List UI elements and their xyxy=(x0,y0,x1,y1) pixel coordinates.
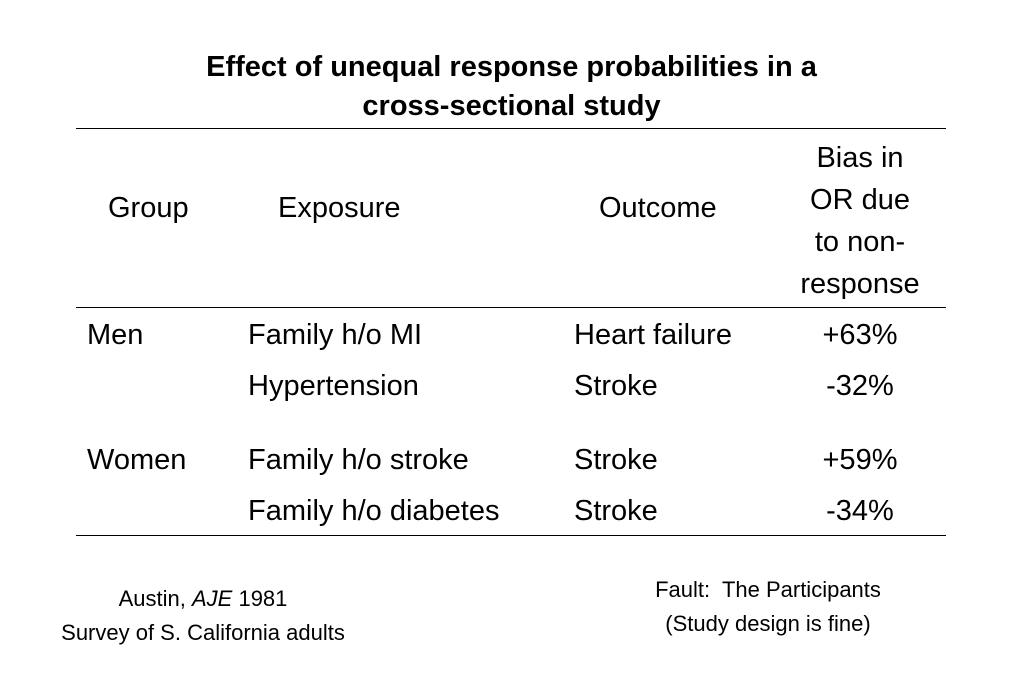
table-row-1-bias: +63% xyxy=(822,319,898,351)
table-header-rule xyxy=(76,307,946,308)
table-row-4-bias: -34% xyxy=(826,495,894,527)
table-bottom-rule xyxy=(76,535,946,536)
table-row-3-exposure: Family h/o stroke xyxy=(248,444,469,476)
table-top-rule xyxy=(76,128,946,129)
header-bias-line-1: Bias in xyxy=(816,142,904,174)
table-row-2-exposure: Hypertension xyxy=(248,370,419,402)
table-row-1-group: Men xyxy=(87,319,144,351)
table-row-1-exposure: Family h/o MI xyxy=(248,319,423,351)
table-row-1-outcome: Heart failure xyxy=(574,319,732,351)
fault-note: Fault: The Participants (Study design is… xyxy=(600,573,936,641)
header-bias-line-4: response xyxy=(800,268,920,300)
table-row-3-bias: +59% xyxy=(822,444,898,476)
header-bias: Bias in OR due to non- response xyxy=(780,137,940,305)
header-bias-line-2: OR due xyxy=(810,184,910,216)
citation-journal: AJE xyxy=(191,586,233,611)
table-row-4-exposure: Family h/o diabetes xyxy=(248,495,500,527)
header-outcome: Outcome xyxy=(599,192,717,224)
slide-title-line-2: cross-sectional study xyxy=(362,90,661,122)
slide-title-line-1: Effect of unequal response probabilities… xyxy=(206,51,817,83)
header-group: Group xyxy=(108,192,189,224)
fault-note-line-1: Fault: The Participants xyxy=(655,577,881,602)
citation: Austin, AJE 1981 Survey of S. California… xyxy=(8,582,398,650)
table-row-4-outcome: Stroke xyxy=(574,495,658,527)
citation-line-1: Austin, AJE 1981 xyxy=(8,582,398,616)
citation-line-2: Survey of S. California adults xyxy=(61,620,345,645)
slide-title: Effect of unequal response probabilities… xyxy=(0,48,1023,126)
table-row-3-group: Women xyxy=(87,444,187,476)
fault-note-line-2: (Study design is fine) xyxy=(665,611,871,636)
table-row-2-outcome: Stroke xyxy=(574,370,658,402)
header-exposure: Exposure xyxy=(278,192,401,224)
citation-author: Austin, xyxy=(118,586,186,611)
table-row-2-bias: -32% xyxy=(826,370,894,402)
header-bias-line-3: to non- xyxy=(814,226,906,258)
table-row-3-outcome: Stroke xyxy=(574,444,658,476)
citation-year: 1981 xyxy=(238,586,288,611)
